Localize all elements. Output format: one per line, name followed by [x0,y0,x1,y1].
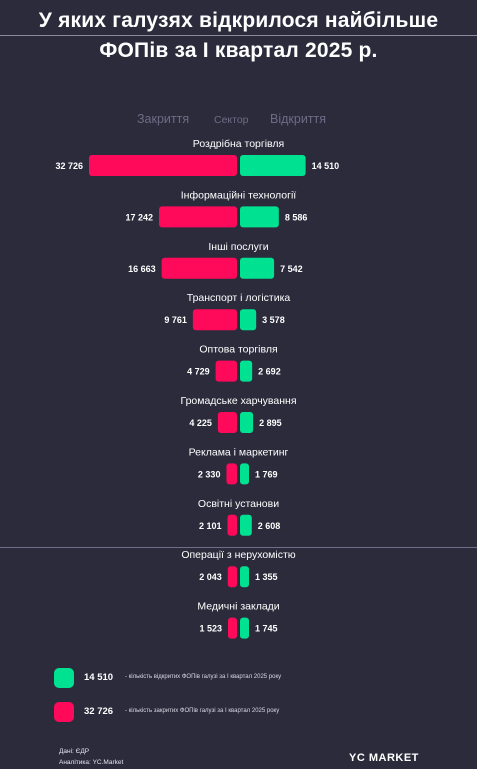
sector-label-row-0: Роздрібна торгівля [193,138,284,150]
closed-value-row-0: 32 726 [55,161,83,171]
closed-value-row-9: 1 523 [199,624,222,634]
sector-label-row-6: Реклама і маркетинг [189,446,289,458]
closed-value-row-2: 16 663 [128,264,156,274]
closed-value-row-8: 2 043 [199,572,222,582]
closed-bar-row-4 [215,360,237,382]
sector-label-row-3: Транспорт і логістика [187,292,291,304]
closed-bar-row-5 [217,412,237,433]
closed-value-row-3: 9 761 [164,315,187,325]
opened-value-row-2: 7 542 [280,264,303,274]
closed-value-row-1: 17 242 [125,212,153,222]
section-divider [0,547,477,548]
closed-bar-row-2 [161,257,237,279]
opened-value-row-8: 1 355 [255,572,278,582]
sector-label-row-1: Інформаційні технології [181,189,297,201]
opened-bar-row-1 [240,206,279,228]
closed-bar-row-9 [228,617,237,639]
closed-bar-row-6 [226,463,237,485]
sector-label-row-9: Медичні заклади [197,601,279,613]
header-closures: Закриття [137,112,190,126]
opened-value-row-0: 14 510 [312,161,340,171]
title-line-2: ФОПів за І квартал 2025 р. [99,39,378,62]
closed-bar-row-7 [227,514,237,536]
opened-bar-row-0 [240,155,306,176]
closed-bar-row-3 [192,309,237,331]
closed-value-row-6: 2 330 [198,469,221,479]
header-openings: Відкриття [270,112,327,126]
brand-logo: YC MARKET [349,752,419,764]
diverging-bar-chart: Роздрібна торгівля 32 726 14 510 Інформацій… [55,138,340,639]
opened-bar-row-7 [240,514,252,536]
closed-value-row-4: 4 729 [187,367,210,377]
chart-title: У яких галузях відкрилося найбільше ФОПі… [0,6,477,66]
sector-label-row-4: Оптова торгівля [199,344,277,356]
legend-opened-value: 14 510 [84,672,114,683]
title-divider [0,35,477,36]
sector-label-row-7: Освітні установи [198,498,279,510]
closed-bar-row-8 [227,566,237,588]
opened-bar-row-8 [240,566,249,588]
opened-value-row-4: 2 692 [258,367,281,377]
sector-label-row-8: Операції з нерухомістю [181,549,295,561]
opened-value-row-7: 2 608 [258,521,281,531]
opened-bar-row-5 [240,412,254,433]
analytics-credit: Аналітика: YC.Market [59,759,124,766]
legend-closed-swatch [54,702,74,722]
closed-bar-row-0 [89,155,237,176]
opened-bar-row-4 [240,360,253,382]
sector-label-row-5: Громадське харчування [180,395,296,407]
opened-bar-row-6 [240,463,249,485]
legend-opened-swatch [54,668,74,688]
opened-value-row-3: 3 578 [262,315,285,325]
data-source: Дані: ЄДР [59,748,90,755]
opened-bar-row-9 [240,617,249,639]
closed-bar-row-1 [159,206,237,228]
header-sector: Сектор [214,114,249,126]
title-line-1: У яких галузях відкрилося найбільше [38,9,439,32]
opened-value-row-1: 8 586 [285,212,308,222]
sector-label-row-2: Інші послуги [208,241,268,253]
legend-closed-text: - кількість закритих ФОПів галузі за І к… [125,708,280,714]
closed-value-row-5: 4 225 [189,418,212,428]
opened-value-row-6: 1 769 [255,469,278,479]
closed-value-row-7: 2 101 [199,521,222,531]
opened-value-row-9: 1 745 [255,624,278,634]
opened-bar-row-3 [240,309,257,331]
opened-bar-row-2 [240,257,275,279]
legend-closed-value: 32 726 [84,706,114,717]
legend-opened-text: - кількість відкритих ФОПів галузі за І … [125,674,282,680]
opened-value-row-5: 2 895 [259,418,282,428]
